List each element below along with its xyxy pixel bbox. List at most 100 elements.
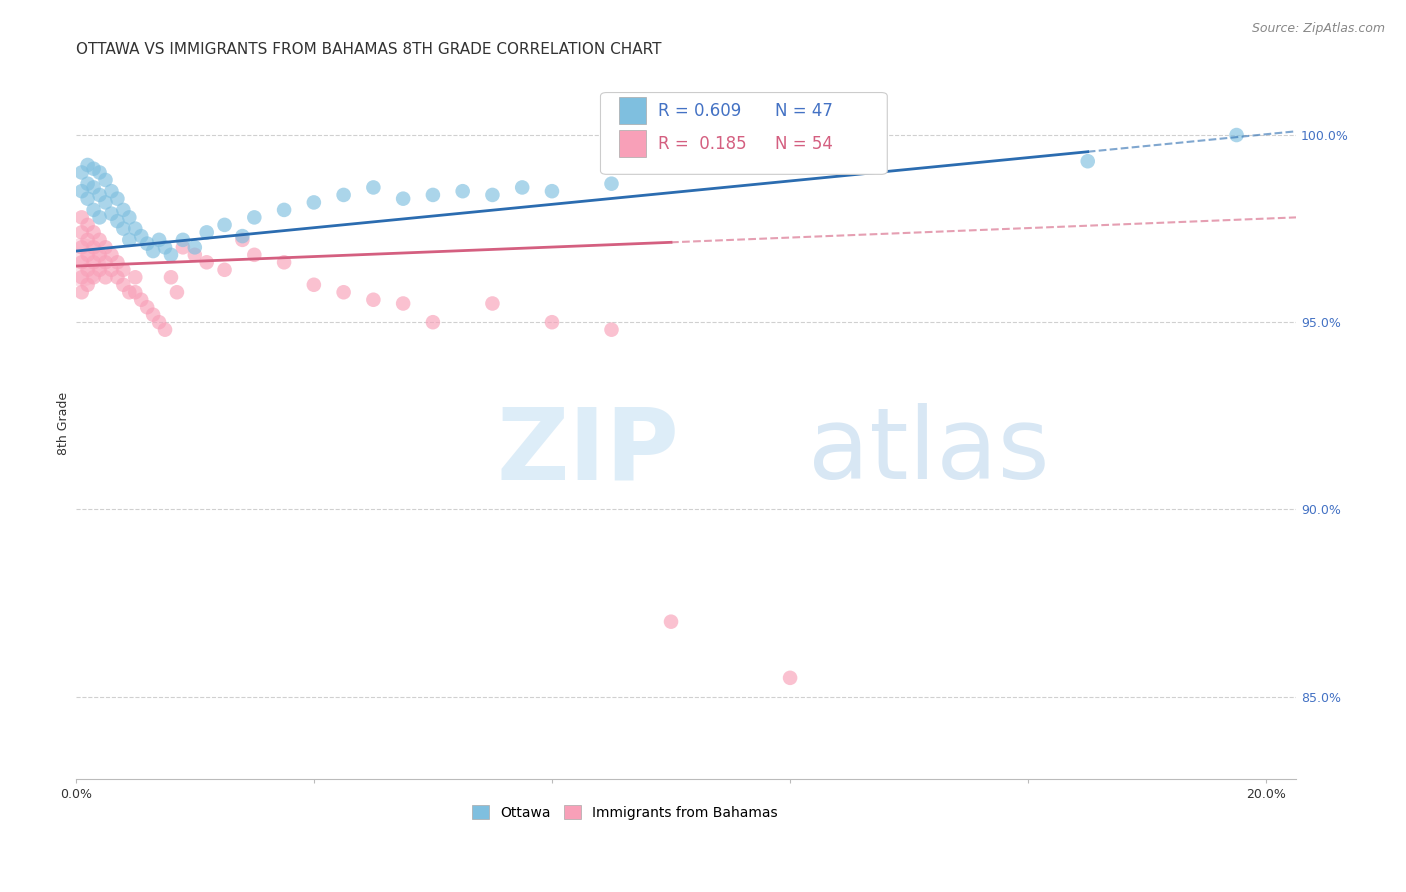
Point bbox=[76, 262, 98, 277]
Point bbox=[195, 225, 218, 239]
Point bbox=[129, 293, 152, 307]
Point bbox=[76, 277, 98, 292]
Point bbox=[124, 285, 146, 300]
Point bbox=[160, 248, 183, 262]
FancyBboxPatch shape bbox=[619, 130, 645, 157]
Point bbox=[332, 188, 354, 202]
Text: R =  0.185: R = 0.185 bbox=[658, 135, 747, 153]
Point bbox=[148, 315, 170, 329]
Text: OTTAWA VS IMMIGRANTS FROM BAHAMAS 8TH GRADE CORRELATION CHART: OTTAWA VS IMMIGRANTS FROM BAHAMAS 8TH GR… bbox=[76, 42, 661, 57]
Point bbox=[94, 173, 117, 187]
Point bbox=[481, 296, 503, 310]
Point bbox=[94, 270, 117, 285]
Point bbox=[89, 211, 111, 225]
Point bbox=[332, 285, 354, 300]
Point bbox=[89, 262, 111, 277]
FancyBboxPatch shape bbox=[600, 93, 887, 174]
Point bbox=[1077, 154, 1099, 169]
Point bbox=[302, 277, 325, 292]
Point bbox=[70, 211, 93, 225]
Point bbox=[153, 323, 176, 337]
Point bbox=[243, 248, 266, 262]
Point bbox=[76, 192, 98, 206]
Point bbox=[363, 293, 385, 307]
Point bbox=[243, 211, 266, 225]
Point bbox=[172, 233, 194, 247]
Point bbox=[136, 300, 159, 314]
Point bbox=[83, 240, 105, 254]
Point bbox=[451, 184, 474, 198]
Point bbox=[112, 202, 135, 217]
Point bbox=[148, 233, 170, 247]
Point bbox=[142, 308, 165, 322]
Point bbox=[70, 225, 93, 239]
Point bbox=[70, 270, 93, 285]
Point bbox=[214, 262, 236, 277]
Point bbox=[541, 184, 564, 198]
Point bbox=[273, 255, 295, 269]
Point bbox=[118, 285, 141, 300]
Point bbox=[100, 248, 122, 262]
Point bbox=[112, 221, 135, 235]
Point bbox=[112, 277, 135, 292]
Point bbox=[100, 262, 122, 277]
Point bbox=[76, 233, 98, 247]
Point bbox=[89, 248, 111, 262]
Point bbox=[89, 165, 111, 179]
Point bbox=[76, 177, 98, 191]
Point bbox=[302, 195, 325, 210]
Point bbox=[160, 270, 183, 285]
Point bbox=[195, 255, 218, 269]
Point bbox=[70, 255, 93, 269]
Point bbox=[136, 236, 159, 251]
Point bbox=[129, 229, 152, 244]
Point bbox=[659, 615, 682, 629]
Point bbox=[273, 202, 295, 217]
Point bbox=[107, 270, 129, 285]
Point bbox=[172, 240, 194, 254]
Point bbox=[118, 211, 141, 225]
Point bbox=[214, 218, 236, 232]
Point bbox=[600, 323, 623, 337]
Point bbox=[142, 244, 165, 258]
Point bbox=[124, 221, 146, 235]
Text: Source: ZipAtlas.com: Source: ZipAtlas.com bbox=[1251, 22, 1385, 36]
Text: atlas: atlas bbox=[808, 403, 1049, 500]
Point bbox=[422, 315, 444, 329]
Point bbox=[94, 255, 117, 269]
Point bbox=[184, 248, 207, 262]
Point bbox=[779, 671, 801, 685]
Point bbox=[83, 202, 105, 217]
Point bbox=[76, 158, 98, 172]
Point bbox=[600, 177, 623, 191]
Point bbox=[510, 180, 533, 194]
Point bbox=[107, 255, 129, 269]
Text: R = 0.609: R = 0.609 bbox=[658, 102, 741, 120]
Point bbox=[89, 233, 111, 247]
Point bbox=[100, 207, 122, 221]
Text: N = 47: N = 47 bbox=[775, 102, 832, 120]
Point bbox=[83, 225, 105, 239]
Point bbox=[70, 165, 93, 179]
Point bbox=[422, 188, 444, 202]
Point bbox=[184, 240, 207, 254]
Point bbox=[83, 270, 105, 285]
Point bbox=[392, 296, 415, 310]
Text: ZIP: ZIP bbox=[496, 403, 679, 500]
Point bbox=[94, 195, 117, 210]
Point bbox=[1225, 128, 1247, 142]
Point bbox=[481, 188, 503, 202]
Point bbox=[124, 270, 146, 285]
FancyBboxPatch shape bbox=[619, 97, 645, 125]
Point bbox=[76, 218, 98, 232]
Point bbox=[70, 255, 93, 269]
Point bbox=[231, 233, 253, 247]
Legend: Ottawa, Immigrants from Bahamas: Ottawa, Immigrants from Bahamas bbox=[467, 799, 783, 825]
Point bbox=[70, 240, 93, 254]
Point bbox=[153, 240, 176, 254]
Point bbox=[166, 285, 188, 300]
Point bbox=[100, 184, 122, 198]
Text: N = 54: N = 54 bbox=[775, 135, 832, 153]
Point bbox=[363, 180, 385, 194]
Point bbox=[231, 229, 253, 244]
